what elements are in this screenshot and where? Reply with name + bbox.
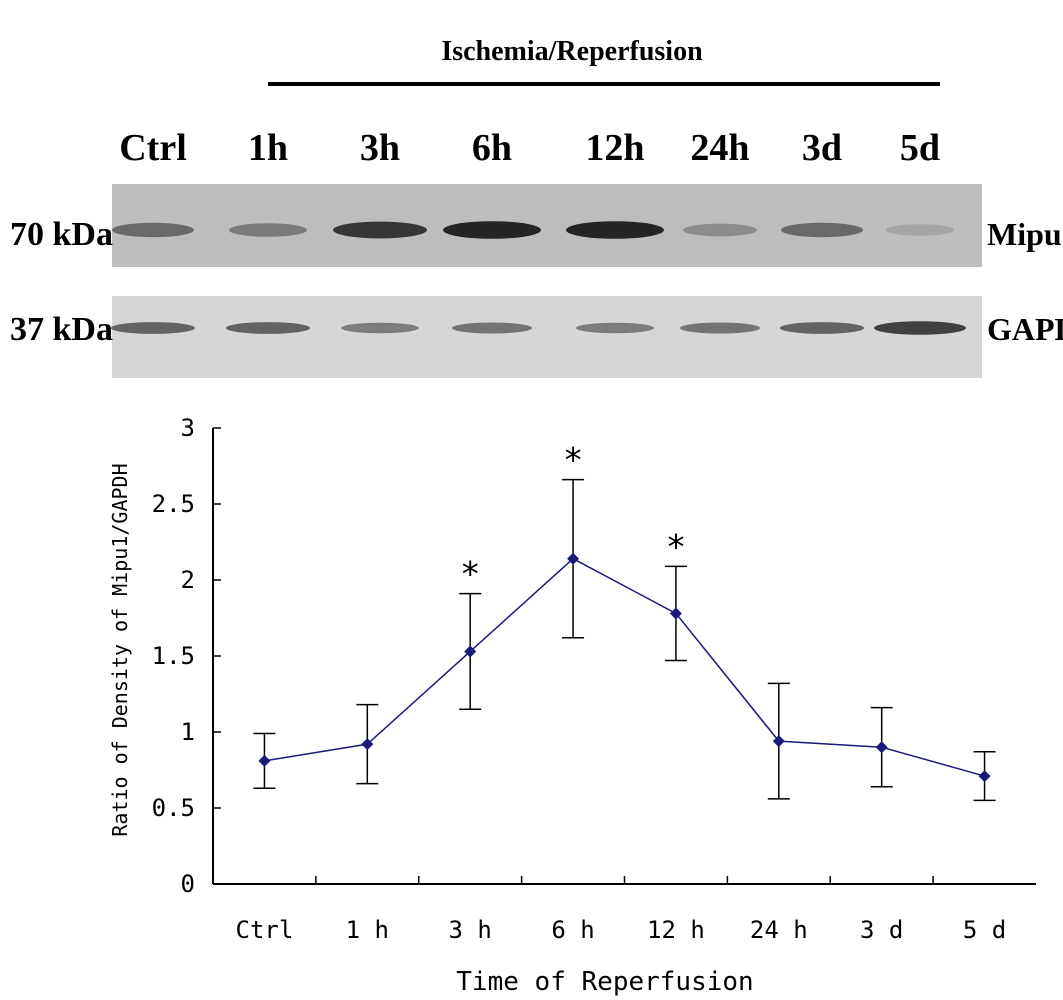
blot-band — [226, 322, 310, 334]
blot-header-label: Ischemia/Reperfusion — [441, 36, 703, 67]
data-point — [361, 738, 374, 751]
blot-band — [680, 322, 760, 334]
x-tick-label: 24 h — [750, 916, 808, 944]
blot-band — [874, 321, 966, 335]
significance-star: * — [460, 555, 480, 595]
data-point — [772, 735, 785, 748]
blot-band — [566, 221, 664, 239]
series-line — [264, 557, 985, 777]
blot-band — [452, 322, 532, 334]
lane-label-0: Ctrl — [119, 127, 187, 169]
blot-row-gapdh: 37 kDa GAPDH — [10, 296, 1063, 378]
blot-band — [229, 223, 307, 237]
data-point — [567, 552, 580, 565]
lane-label-2: 3h — [360, 127, 400, 169]
x-tick-label: Ctrl — [236, 916, 294, 944]
marker-label: 37 kDa — [10, 311, 113, 348]
data-point — [669, 607, 682, 620]
y-tick-label: 1.5 — [152, 642, 195, 670]
lane-label-3: 6h — [472, 127, 512, 169]
line-chart: 0 0.5 1 1.5 2 2.5 3 Ctrl 1 h 3 h 6 h 12 h 24 h 3 d 5 … — [108, 414, 1036, 997]
blot-band — [443, 221, 541, 239]
data-points — [258, 552, 991, 783]
significance-star: * — [563, 441, 583, 481]
x-ticks: Ctrl 1 h 3 h 6 h 12 h 24 h 3 d 5 d — [236, 876, 1006, 944]
y-ticks: 0 0.5 1 1.5 2 2.5 3 — [152, 414, 221, 898]
x-tick-label: 12 h — [647, 916, 705, 944]
data-point — [258, 754, 271, 767]
y-tick-label: 2.5 — [152, 490, 195, 518]
protein-label: Mipu1 — [987, 216, 1063, 252]
data-point — [978, 770, 991, 783]
x-tick-label: 6 h — [551, 916, 594, 944]
blot-band — [781, 222, 863, 238]
blot-band — [576, 322, 654, 334]
y-tick-label: 2 — [181, 566, 195, 594]
y-tick-label: 0 — [181, 870, 195, 898]
blot-panels: 70 kDa Mipu1 37 kDa GAPDH — [10, 184, 1063, 378]
y-tick-label: 3 — [181, 414, 195, 442]
data-point — [875, 741, 888, 754]
protein-label: GAPDH — [987, 311, 1063, 347]
blot-band — [333, 221, 427, 239]
x-tick-label: 1 h — [346, 916, 389, 944]
lane-label-7: 5d — [900, 127, 940, 169]
lane-label-4: 12h — [585, 127, 644, 169]
data-point — [464, 645, 477, 658]
x-tick-label: 3 d — [860, 916, 903, 944]
x-tick-label: 3 h — [449, 916, 492, 944]
blot-band — [341, 322, 419, 334]
lane-label-6: 3d — [802, 127, 842, 169]
blot-row-mipu1: 70 kDa Mipu1 — [10, 184, 1063, 267]
error-bars — [253, 478, 996, 802]
x-tick-label: 5 d — [963, 916, 1006, 944]
lane-label-5: 24h — [690, 127, 749, 169]
y-tick-label: 0.5 — [152, 794, 195, 822]
blot-band — [683, 223, 757, 237]
blot-band — [111, 322, 195, 334]
blot-band — [780, 322, 864, 334]
y-tick-label: 1 — [181, 718, 195, 746]
significance-star: * — [666, 527, 686, 567]
lane-label-1: 1h — [248, 127, 288, 169]
lane-labels: Ctrl 1h 3h 6h 12h 24h 3d 5d — [119, 127, 940, 169]
blot-band — [112, 222, 194, 238]
x-axis-label: Time of Reperfusion — [456, 967, 753, 997]
y-axis-label: Ratio of Density of Mipu1/GAPDH — [108, 463, 132, 836]
blot-membrane — [112, 296, 982, 378]
marker-label: 70 kDa — [10, 216, 113, 253]
significance-markers: * * * — [460, 441, 686, 595]
blot-band — [886, 224, 954, 236]
